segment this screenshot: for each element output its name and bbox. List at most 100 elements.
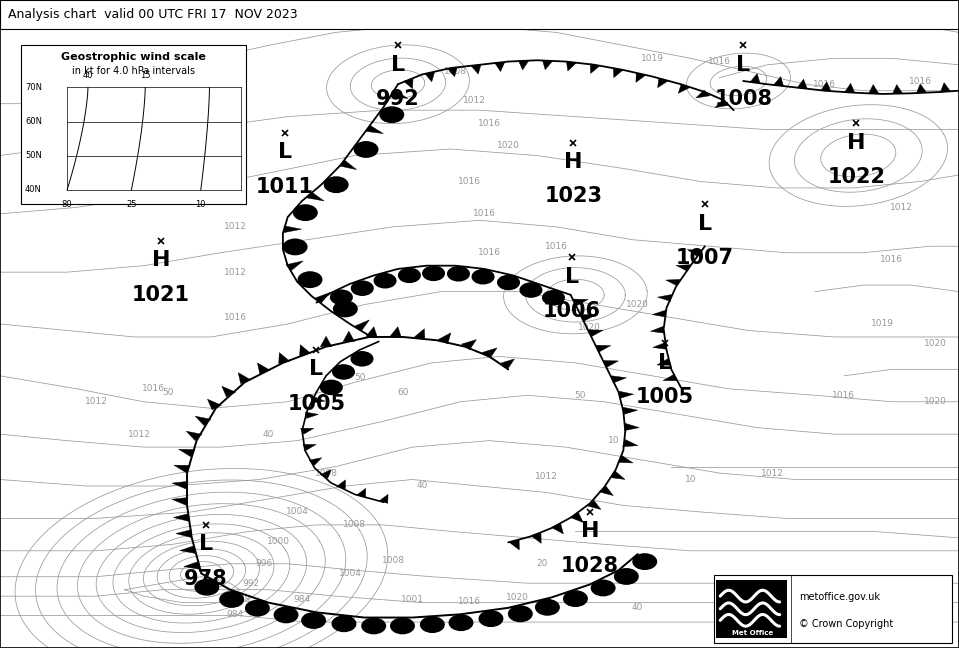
- Polygon shape: [614, 68, 622, 78]
- Text: 1012: 1012: [760, 469, 784, 478]
- Circle shape: [632, 553, 657, 570]
- Polygon shape: [175, 529, 191, 537]
- Text: 1008: 1008: [444, 67, 467, 76]
- Polygon shape: [354, 320, 369, 331]
- Polygon shape: [184, 562, 199, 570]
- Text: 40N: 40N: [25, 185, 42, 194]
- Circle shape: [591, 579, 616, 596]
- FancyBboxPatch shape: [21, 45, 246, 204]
- Text: 1012: 1012: [463, 96, 486, 105]
- Text: 1020: 1020: [924, 397, 947, 406]
- Polygon shape: [365, 125, 384, 133]
- Polygon shape: [178, 449, 195, 457]
- Text: 984: 984: [293, 595, 311, 604]
- Text: 1011: 1011: [256, 177, 314, 196]
- Polygon shape: [172, 498, 188, 505]
- Polygon shape: [174, 514, 189, 522]
- Polygon shape: [300, 428, 314, 434]
- Text: 1028: 1028: [561, 556, 619, 575]
- Text: 1019: 1019: [641, 54, 664, 63]
- Polygon shape: [636, 73, 645, 82]
- Circle shape: [350, 351, 373, 367]
- Circle shape: [563, 590, 588, 607]
- Text: 1016: 1016: [478, 119, 501, 128]
- Circle shape: [332, 616, 357, 632]
- Polygon shape: [279, 353, 290, 364]
- Text: 1016: 1016: [458, 597, 481, 606]
- Text: 1007: 1007: [676, 248, 734, 268]
- Text: L: L: [737, 55, 750, 75]
- Text: Geostrophic wind scale: Geostrophic wind scale: [61, 52, 206, 62]
- Polygon shape: [186, 431, 202, 441]
- Polygon shape: [652, 310, 667, 317]
- Circle shape: [319, 380, 342, 395]
- Circle shape: [614, 568, 639, 585]
- Text: 1008: 1008: [343, 520, 366, 529]
- Circle shape: [479, 610, 503, 627]
- Polygon shape: [425, 72, 434, 82]
- Circle shape: [333, 301, 358, 318]
- Text: 1016: 1016: [832, 391, 855, 400]
- Circle shape: [398, 268, 421, 283]
- Polygon shape: [590, 64, 599, 73]
- Text: 60: 60: [397, 388, 409, 397]
- Polygon shape: [303, 445, 316, 450]
- Text: 1016: 1016: [909, 76, 932, 86]
- Circle shape: [354, 141, 379, 158]
- Text: H: H: [152, 251, 171, 270]
- Text: 978: 978: [184, 569, 228, 588]
- Circle shape: [542, 290, 565, 305]
- Text: 1016: 1016: [223, 313, 246, 322]
- Polygon shape: [610, 471, 625, 480]
- Polygon shape: [390, 327, 402, 338]
- Text: 1020: 1020: [506, 593, 529, 602]
- Text: 50N: 50N: [25, 151, 42, 160]
- Circle shape: [362, 618, 386, 634]
- Polygon shape: [172, 481, 188, 489]
- Text: H: H: [580, 522, 599, 541]
- Text: L: L: [199, 535, 213, 554]
- Text: 10: 10: [608, 436, 620, 445]
- Text: 1006: 1006: [543, 301, 600, 321]
- Polygon shape: [390, 90, 408, 98]
- Polygon shape: [320, 336, 332, 347]
- Circle shape: [195, 579, 220, 596]
- Text: 1020: 1020: [578, 323, 601, 332]
- Circle shape: [422, 266, 445, 281]
- Circle shape: [508, 605, 533, 622]
- Circle shape: [330, 290, 353, 305]
- Circle shape: [447, 266, 470, 282]
- Text: 60N: 60N: [25, 117, 42, 126]
- Circle shape: [297, 272, 322, 288]
- Text: 1005: 1005: [288, 394, 345, 413]
- Text: metoffice.gov.uk: metoffice.gov.uk: [799, 592, 879, 601]
- FancyBboxPatch shape: [714, 575, 952, 643]
- Polygon shape: [461, 340, 477, 350]
- Polygon shape: [312, 397, 325, 403]
- Text: Analysis chart  valid 00 UTC FRI 17  NOV 2023: Analysis chart valid 00 UTC FRI 17 NOV 2…: [8, 8, 297, 21]
- Text: 1020: 1020: [626, 300, 649, 309]
- Polygon shape: [653, 343, 667, 349]
- Polygon shape: [657, 359, 671, 365]
- Circle shape: [324, 176, 349, 193]
- Polygon shape: [307, 192, 324, 201]
- Text: 10: 10: [685, 475, 696, 484]
- Polygon shape: [509, 540, 520, 550]
- Polygon shape: [482, 348, 497, 358]
- Text: 1012: 1012: [890, 203, 913, 212]
- Circle shape: [273, 607, 298, 623]
- Text: 1012: 1012: [84, 397, 107, 406]
- Circle shape: [449, 614, 474, 631]
- Text: 992: 992: [376, 89, 420, 109]
- Text: 1020: 1020: [497, 141, 520, 150]
- Polygon shape: [658, 295, 671, 301]
- Text: 15: 15: [140, 71, 151, 80]
- Polygon shape: [357, 489, 365, 497]
- Polygon shape: [666, 279, 680, 286]
- Polygon shape: [379, 494, 388, 503]
- Polygon shape: [519, 61, 528, 70]
- FancyBboxPatch shape: [716, 580, 787, 638]
- Text: 50: 50: [574, 391, 586, 400]
- Text: 1000: 1000: [267, 537, 290, 546]
- Polygon shape: [622, 407, 638, 415]
